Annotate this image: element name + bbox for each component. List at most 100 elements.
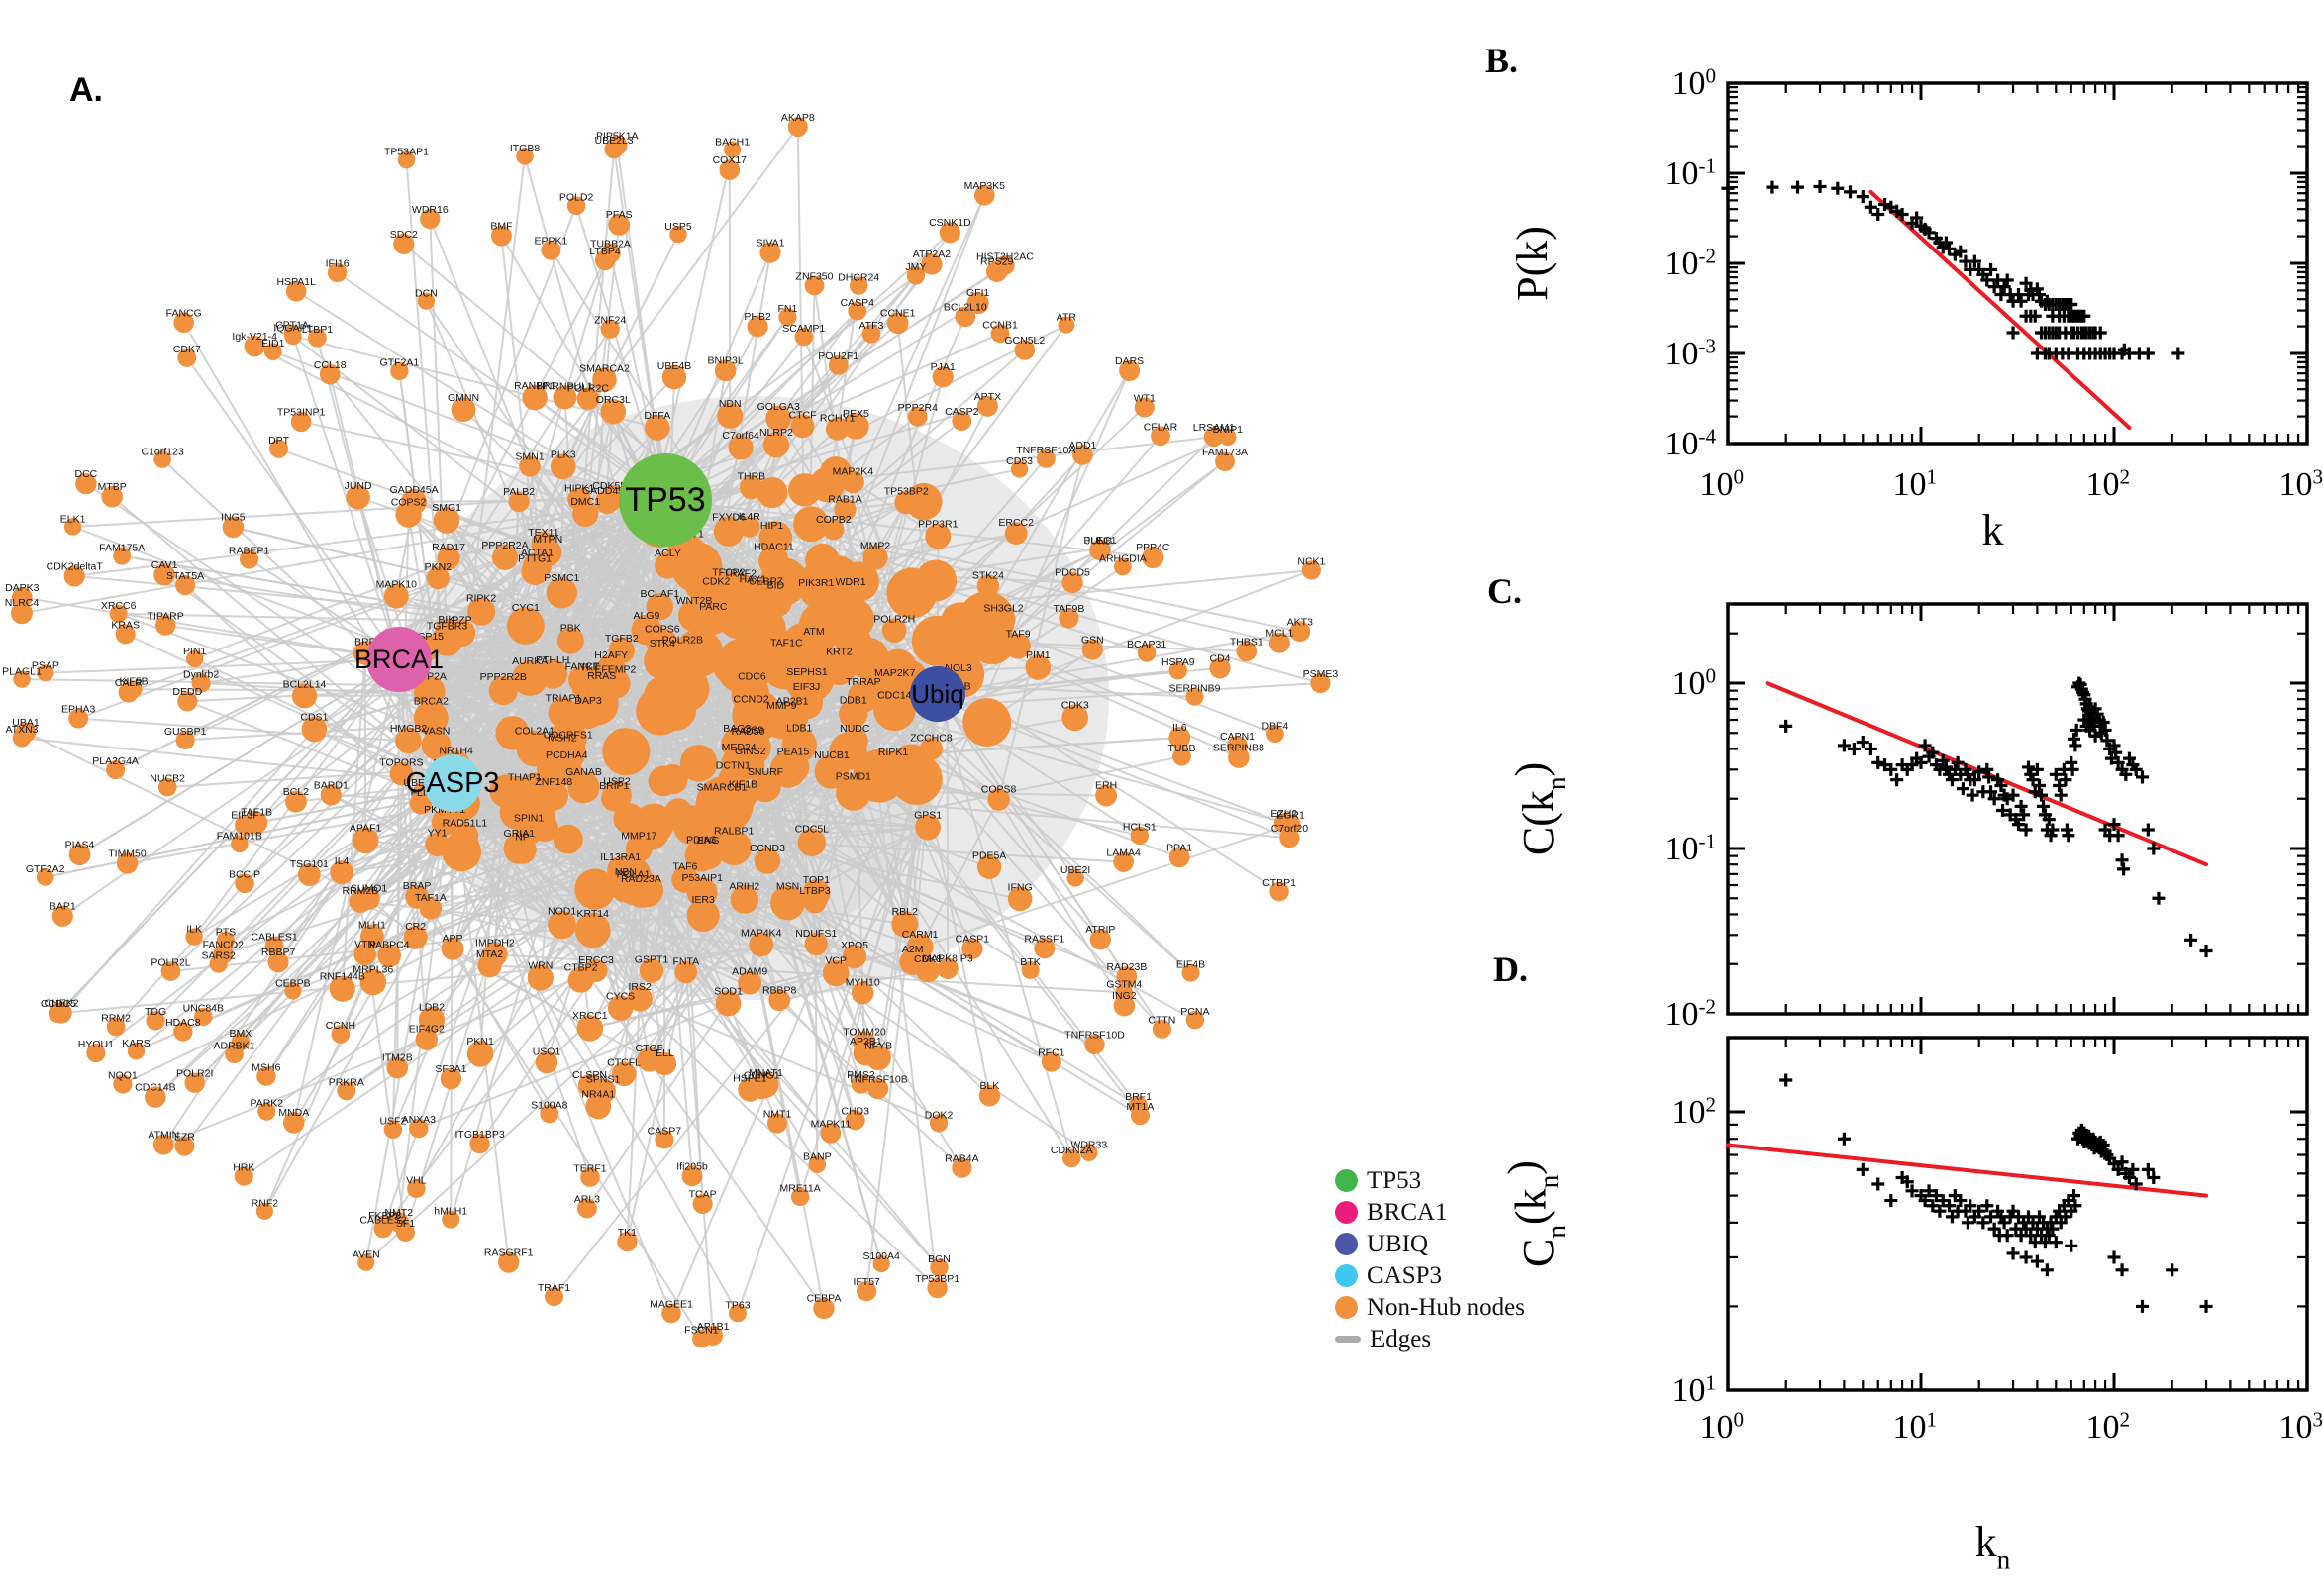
network-node xyxy=(760,525,783,548)
network-node-label: IFI16 xyxy=(326,258,350,270)
network-node xyxy=(617,1232,638,1252)
network-node-label: PSAP xyxy=(32,659,59,671)
network-node-label: TK1 xyxy=(618,1227,637,1239)
network-node xyxy=(393,233,415,254)
network-node-label: APP xyxy=(442,933,462,945)
network-node-label: ZCCHC8 xyxy=(910,733,953,745)
network-node-label: EZH2 xyxy=(1270,808,1297,820)
network-node-label: IFNG xyxy=(1008,882,1033,894)
data-points xyxy=(1721,180,2185,360)
legend-label: Edges xyxy=(1370,1325,1432,1352)
network-node xyxy=(75,472,97,495)
network-node-label: USP2 xyxy=(603,775,631,787)
network-node xyxy=(360,924,384,948)
network-node-label: PTHLH xyxy=(536,654,569,666)
network-node xyxy=(1113,994,1136,1017)
network-node-label: ELL xyxy=(656,1047,674,1059)
network-node-label: RASGRF1 xyxy=(484,1247,534,1258)
plus-marker xyxy=(2107,739,2121,752)
network-node-label: SUMO1 xyxy=(351,882,388,894)
network-node-label: LRSAM1 xyxy=(1193,422,1235,434)
network-node xyxy=(11,602,33,625)
network-node-label: CCND3 xyxy=(750,843,785,854)
network-node xyxy=(592,367,617,393)
node-swatch-icon xyxy=(1335,1233,1358,1255)
network-node-label: TP53BP2 xyxy=(884,486,929,498)
y-axis-title: P(k) xyxy=(1508,226,1557,301)
network-node xyxy=(803,581,830,609)
network-node-label: CSNK1D xyxy=(929,217,971,229)
network-node-label: TNFRSF10D xyxy=(1064,1030,1125,1042)
network-node-label: GOLGA3 xyxy=(758,401,800,413)
network-node-label: DDB1 xyxy=(840,695,867,707)
plus-marker xyxy=(2014,294,2028,308)
data-points xyxy=(1779,676,2213,958)
network-node-label: TOMM20 xyxy=(843,1026,886,1038)
network-node-label: PEX5 xyxy=(843,408,869,420)
network-node xyxy=(1151,426,1170,447)
network-node xyxy=(327,262,348,283)
network-node xyxy=(881,618,907,643)
network-node-label: MSH2 xyxy=(548,733,576,745)
network-node-label: ERH xyxy=(1095,780,1117,792)
network-node-label: PDE5A xyxy=(972,850,1006,862)
network-node-label: MAP4K4 xyxy=(741,928,782,940)
network-node xyxy=(184,1072,205,1093)
network-node xyxy=(747,316,768,338)
network-node-label: TFCP2 xyxy=(712,566,745,578)
plus-marker xyxy=(1813,180,1827,194)
network-node-label: WNT2B xyxy=(676,595,713,607)
network-node xyxy=(839,699,868,729)
network-node xyxy=(692,1329,711,1348)
network-node-label: APAF1 xyxy=(350,822,382,834)
network-node xyxy=(646,593,673,621)
plus-marker xyxy=(2117,862,2131,876)
network-node-label: ADAM9 xyxy=(732,966,767,978)
plus-marker xyxy=(2065,297,2078,311)
network-node-label: PHB2 xyxy=(744,311,771,323)
network-node-label: FAM101B xyxy=(217,831,262,843)
network-node-label: CDC14B xyxy=(135,1081,175,1093)
network-node-label: SOD1 xyxy=(714,986,743,998)
network-node-label: USP5 xyxy=(664,221,692,233)
network-node-label: BMX xyxy=(230,1028,252,1040)
legend-item: Edges xyxy=(1335,1325,1525,1352)
network-node-label: PCDHA4 xyxy=(546,749,588,761)
network-node xyxy=(414,675,446,708)
network-node xyxy=(1084,1034,1105,1055)
network-node-label: ATM xyxy=(803,626,824,638)
legend-item: TP53 xyxy=(1335,1167,1525,1194)
network-node xyxy=(290,411,312,433)
network-node-label: POLR2I xyxy=(176,1067,213,1079)
network-node-label: NFYB xyxy=(864,1041,892,1052)
network-node-label: GFI1 xyxy=(966,287,989,299)
network-node xyxy=(990,324,1010,344)
network-node-label: PKN2 xyxy=(425,561,453,573)
network-node xyxy=(607,135,628,155)
network-node xyxy=(1089,539,1111,561)
network-node xyxy=(433,507,460,534)
network-node-label: DAPK3 xyxy=(5,582,40,594)
network-node-label: SEPHS1 xyxy=(786,666,828,678)
network-node xyxy=(357,1253,375,1271)
y-axis-title: Cn​(kn​) xyxy=(1499,1160,1570,1267)
network-node-label: KIF5B xyxy=(120,676,149,688)
network-node-label: CFLAR xyxy=(1144,421,1178,433)
plus-marker xyxy=(1997,1216,2011,1230)
network-node xyxy=(738,970,762,995)
plus-marker xyxy=(1929,1189,1943,1203)
network-node xyxy=(467,597,496,626)
network-node xyxy=(1041,1051,1061,1072)
network-node xyxy=(116,852,139,874)
network-node-label: TAF1A xyxy=(415,892,447,904)
network-node xyxy=(320,784,342,806)
network-node xyxy=(522,551,552,581)
network-node xyxy=(1059,608,1079,629)
network-node-label: RIPK1 xyxy=(878,747,909,758)
network-node xyxy=(907,406,928,427)
network-node-label: MMP9 xyxy=(766,700,796,712)
network-node-label: PSMC1 xyxy=(544,572,579,584)
network-node-label: NR1H4 xyxy=(439,746,473,757)
